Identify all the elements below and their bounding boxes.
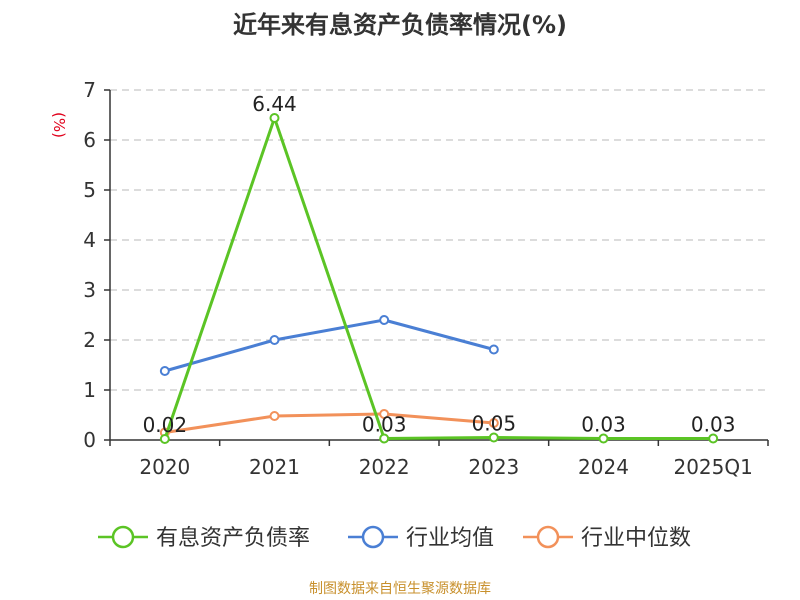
chart-title: 近年来有息资产负债率情况(%) bbox=[233, 11, 567, 39]
legend-label: 行业均值 bbox=[406, 526, 494, 551]
x-tick-label: 2020 bbox=[139, 455, 190, 479]
data-labels: 0.02 6.44 0.03 0.05 0.03 0.03 bbox=[143, 92, 736, 437]
data-point[interactable] bbox=[379, 409, 390, 419]
data-label: 0.03 bbox=[581, 413, 626, 437]
data-label: 6.44 bbox=[252, 92, 297, 116]
data-point[interactable] bbox=[488, 344, 499, 355]
x-tick-label: 2024 bbox=[578, 455, 629, 479]
data-label: 0.03 bbox=[362, 413, 407, 437]
data-point[interactable] bbox=[379, 315, 390, 325]
data-point[interactable] bbox=[598, 433, 609, 444]
y-tick-label: 6 bbox=[83, 128, 96, 152]
x-tick-label: 2023 bbox=[468, 455, 519, 479]
series-3 bbox=[159, 409, 499, 438]
data-label: 0.03 bbox=[691, 413, 736, 437]
legend-marker-icon bbox=[536, 525, 560, 549]
series-layer bbox=[159, 113, 719, 444]
data-point[interactable] bbox=[708, 433, 719, 444]
y-tick-label: 1 bbox=[83, 378, 96, 402]
data-point[interactable] bbox=[159, 366, 170, 376]
series-line bbox=[164, 318, 495, 373]
data-point[interactable] bbox=[269, 113, 280, 123]
y-tick-label: 7 bbox=[83, 78, 96, 102]
grid-lines bbox=[110, 89, 768, 391]
y-tick-label: 4 bbox=[83, 228, 96, 252]
x-tick-label: 2021 bbox=[249, 455, 300, 479]
x-tick-labels: 2020 2021 2022 2023 2024 2025Q1 bbox=[139, 455, 752, 479]
data-label: 0.05 bbox=[472, 412, 517, 436]
x-tick-label: 2022 bbox=[359, 455, 410, 479]
data-point[interactable] bbox=[159, 434, 170, 444]
series-line bbox=[164, 412, 494, 434]
y-tick-labels: 0 1 2 3 4 5 6 7 bbox=[83, 78, 96, 452]
series-1 bbox=[159, 113, 719, 444]
y-axis-label: (%) bbox=[50, 112, 68, 138]
legend-item-3[interactable]: 行业中位数 bbox=[523, 525, 691, 551]
legend-label: 有息资产负债率 bbox=[156, 526, 310, 551]
axes bbox=[104, 89, 769, 446]
x-tick-label: 2025Q1 bbox=[673, 455, 752, 479]
data-label: 0.02 bbox=[143, 413, 188, 437]
series-2 bbox=[159, 315, 499, 376]
data-point[interactable] bbox=[379, 433, 390, 444]
y-tick-label: 5 bbox=[83, 178, 96, 202]
legend-label: 行业中位数 bbox=[581, 526, 691, 551]
legend-item-1[interactable]: 有息资产负债率 bbox=[98, 525, 310, 551]
legend[interactable]: 有息资产负债率 行业均值 行业中位数 bbox=[98, 525, 691, 551]
y-tick-label: 2 bbox=[83, 328, 96, 352]
data-point[interactable] bbox=[488, 432, 499, 443]
legend-item-2[interactable]: 行业均值 bbox=[348, 525, 494, 551]
legend-marker-icon bbox=[361, 525, 385, 549]
data-point[interactable] bbox=[488, 418, 499, 428]
series-line bbox=[163, 116, 714, 440]
legend-marker-icon bbox=[111, 525, 135, 549]
data-point[interactable] bbox=[269, 411, 280, 421]
source-note: 制图数据来自恒生聚源数据库 bbox=[309, 581, 491, 597]
y-tick-label: 0 bbox=[83, 428, 96, 452]
data-point[interactable] bbox=[269, 335, 280, 345]
y-tick-label: 3 bbox=[83, 278, 96, 302]
